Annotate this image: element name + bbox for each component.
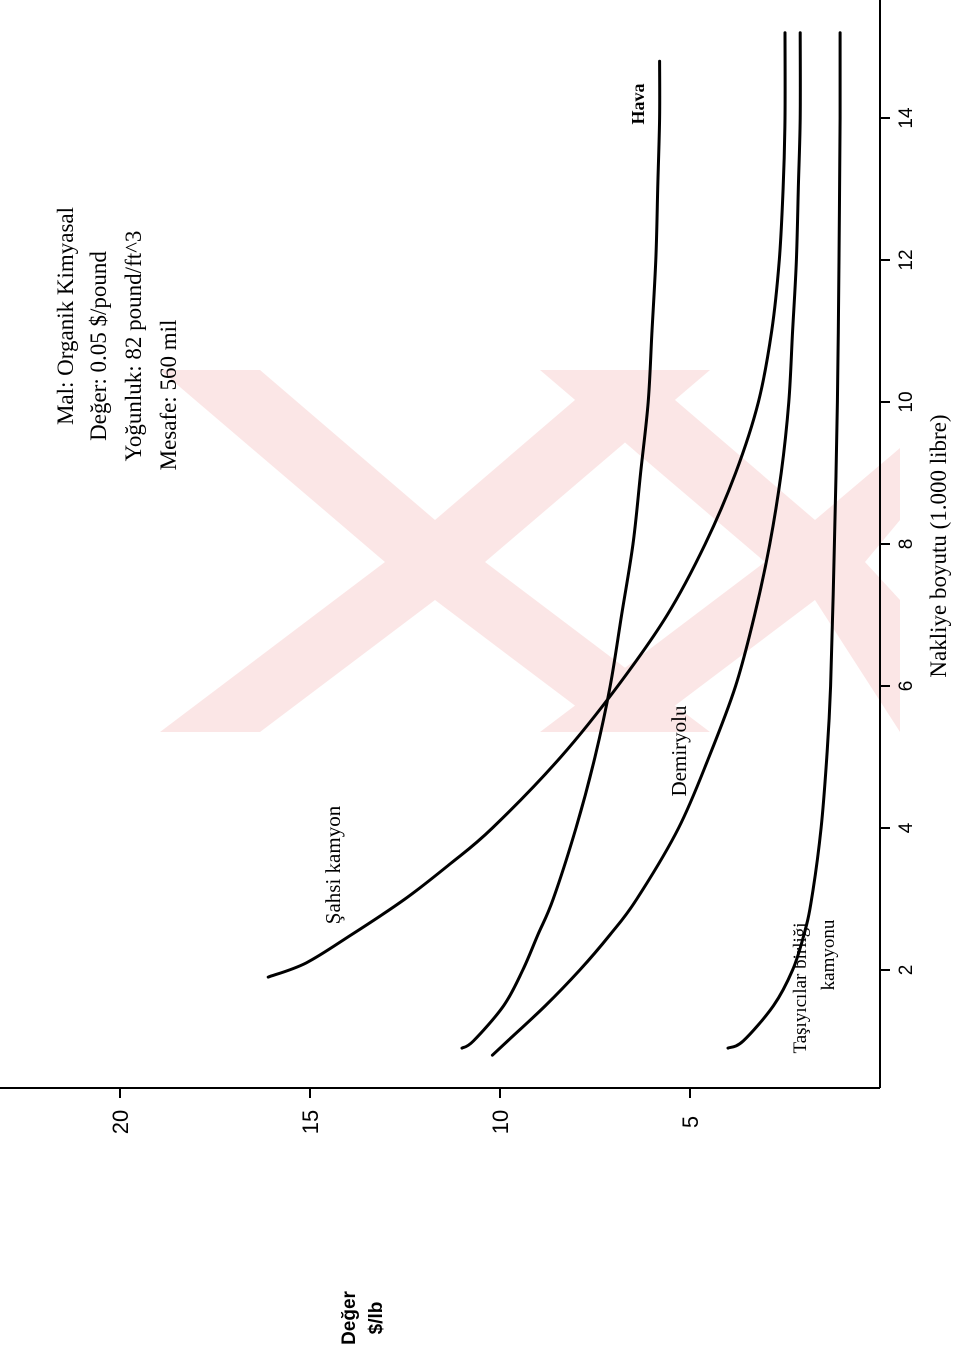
series-line-hava bbox=[460, 59, 662, 1050]
info-line-2: Değer: 0.05 $/pound bbox=[86, 251, 111, 441]
series-layer bbox=[266, 31, 842, 1057]
series-line-tasiyicilar bbox=[726, 31, 842, 1050]
x-tick-label: 14 bbox=[896, 107, 917, 129]
x-tick-label: 6 bbox=[896, 681, 917, 692]
info-line-1: Mal: Organik Kimyasal bbox=[53, 207, 78, 425]
x-tick-label: 2 bbox=[896, 965, 917, 976]
label-hava: Hava bbox=[628, 83, 648, 124]
x-tick-label: 8 bbox=[896, 539, 917, 550]
watermark bbox=[160, 370, 900, 732]
label-demiryolu: Demiryolu bbox=[667, 705, 691, 796]
series-line-demiryolu bbox=[490, 31, 802, 1057]
x-axis-label: Nakliye boyutu (1.000 libre) bbox=[926, 414, 951, 677]
y-tick-label: 10 bbox=[488, 1110, 513, 1134]
y-tick-label: 15 bbox=[298, 1110, 323, 1134]
x-tick-label: 4 bbox=[896, 822, 917, 833]
info-line-3: Yoğunluk: 82 pound/ft^3 bbox=[121, 231, 146, 462]
series-line-sahsi-kamyon bbox=[266, 31, 787, 979]
label-tasiyicilar-line1: Taşıyıcılar birliği bbox=[790, 922, 811, 1053]
x-tick-label: 10 bbox=[896, 391, 917, 412]
y-tick-label: 20 bbox=[108, 1110, 133, 1134]
label-sahsi-kamyon: Şahsi kamyon bbox=[321, 805, 345, 924]
ticks: 2 4 6 8 10 12 14 5 10 15 20 bbox=[108, 107, 917, 1134]
y-tick-label: 5 bbox=[678, 1116, 703, 1128]
y-axis-label-line2: $/lb bbox=[366, 1302, 387, 1335]
y-axis-label-line1: Değer bbox=[339, 1290, 360, 1344]
x-tick-label: 12 bbox=[896, 249, 917, 270]
info-line-4: Mesafe: 560 mil bbox=[156, 320, 181, 471]
label-tasiyicilar-line2: kamyonu bbox=[818, 919, 839, 990]
